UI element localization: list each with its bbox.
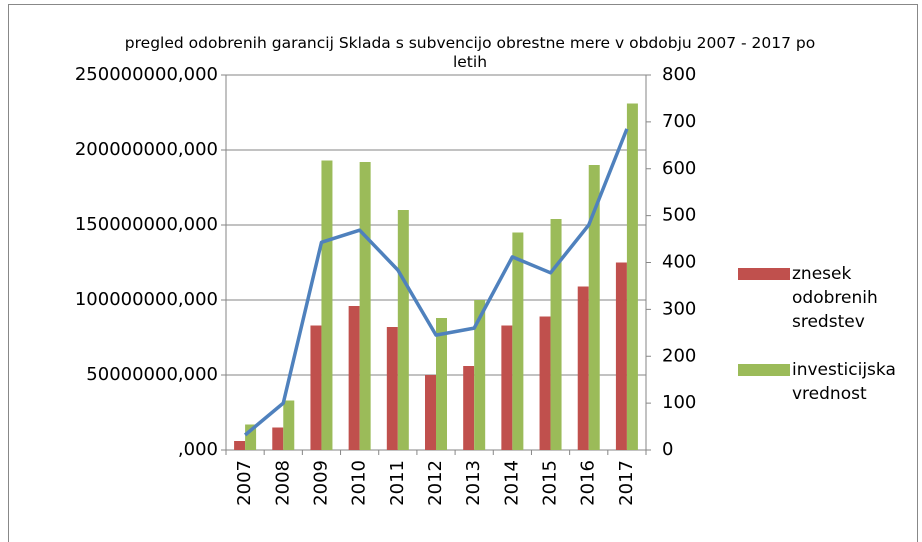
bar [386, 327, 398, 450]
y2-tick-label: 400 [662, 252, 696, 273]
bar [463, 366, 475, 450]
y2-tick-label: 0 [662, 439, 673, 460]
chart-border [8, 4, 918, 542]
x-tick-label: 2016 [578, 460, 599, 506]
bar [550, 219, 562, 450]
x-tick-label: 2014 [501, 460, 522, 506]
chart-title: pregled odobrenih garancij Sklada s subv… [124, 34, 816, 71]
y2-tick-label: 600 [662, 158, 696, 179]
y2-tick-label: 200 [662, 345, 696, 366]
y-tick-label: 250000000,000 [75, 64, 218, 85]
x-tick-label: 2007 [234, 460, 255, 506]
bar [436, 318, 447, 450]
y2-tick-label: 800 [662, 64, 696, 85]
x-tick-label: 2013 [463, 460, 484, 506]
y-tick-label: 50000000,000 [86, 364, 218, 385]
bar [539, 316, 551, 450]
bar [348, 306, 360, 450]
x-tick-label: 2010 [349, 460, 370, 506]
x-tick-label: 2017 [616, 460, 637, 506]
bar [626, 103, 638, 450]
bar [501, 325, 513, 450]
bar [283, 400, 295, 450]
line [243, 128, 629, 437]
bar [588, 165, 600, 450]
x-tick-label: 2009 [310, 460, 331, 506]
legend-label: znesek odobrenih sredstev [792, 264, 878, 332]
x-tick-label: 2008 [272, 460, 293, 506]
legend-swatch [738, 268, 790, 280]
y-tick-label: 100000000,000 [75, 289, 218, 310]
x-tick-label: 2012 [425, 460, 446, 506]
y-tick-label: ,000 [178, 439, 218, 460]
bar [272, 427, 284, 450]
legend-swatch [738, 364, 790, 376]
bar [615, 262, 627, 450]
bar [310, 325, 322, 450]
bar [245, 424, 257, 450]
legend-label: investicijska vrednost [792, 360, 896, 404]
x-tick-label: 2015 [540, 460, 561, 506]
bar [321, 160, 333, 450]
bar [234, 441, 246, 450]
bar [397, 210, 409, 450]
bar [474, 300, 486, 450]
y2-tick-label: 300 [662, 298, 696, 319]
y2-tick-label: 500 [662, 205, 696, 226]
y2-tick-label: 100 [662, 392, 696, 413]
y2-tick-label: 700 [662, 111, 696, 132]
bar [359, 162, 371, 450]
bar [425, 375, 436, 450]
x-tick-label: 2011 [387, 460, 408, 506]
bar [577, 286, 589, 450]
bar [512, 232, 524, 450]
y-tick-label: 150000000,000 [75, 214, 218, 235]
y-tick-label: 200000000,000 [75, 139, 218, 160]
